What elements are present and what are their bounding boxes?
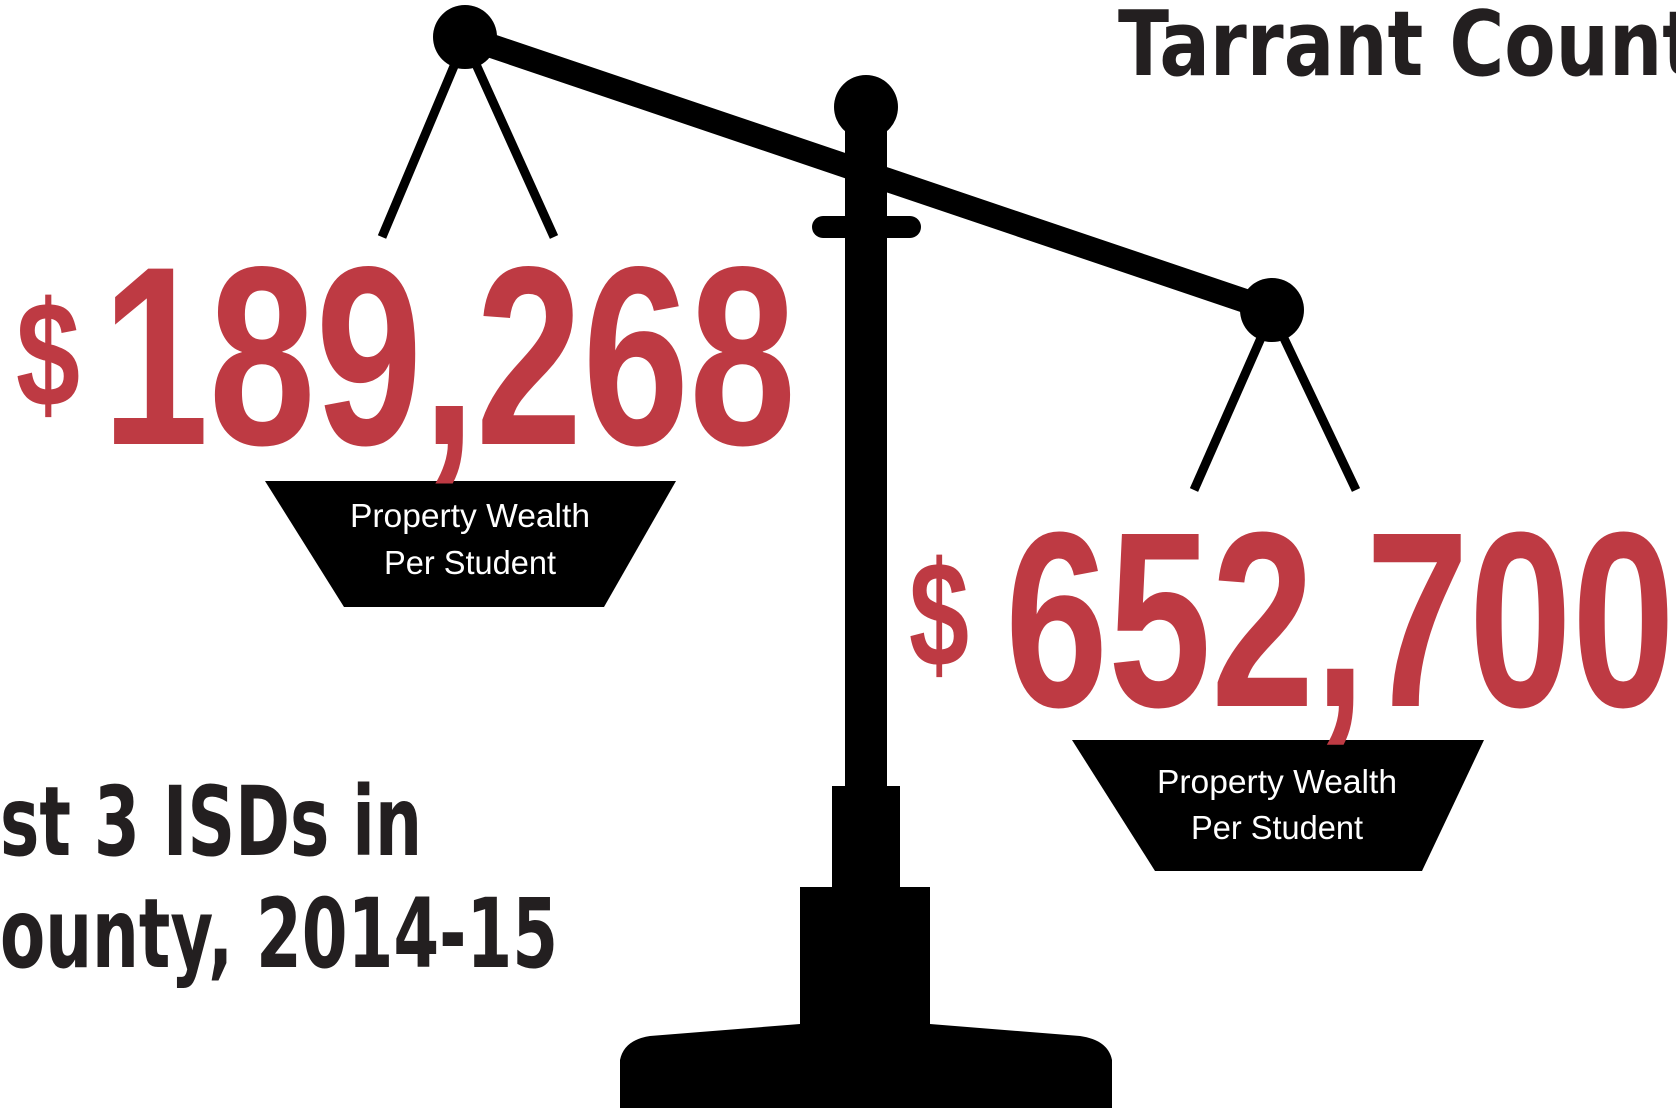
pan-label: Property Wealth <box>350 497 590 534</box>
pan-label: Per Student <box>1191 809 1363 846</box>
amount: 652,700 <box>1005 480 1675 759</box>
title: Tarrant Count <box>1118 0 1676 97</box>
crossbar <box>812 216 921 238</box>
currency: $ <box>16 270 80 438</box>
caption-line: st 3 ISDs in <box>0 766 422 878</box>
scale <box>265 5 1484 1108</box>
caption-line: ounty, 2014-15 <box>0 878 558 990</box>
right-joint <box>1240 278 1304 342</box>
left-pan <box>265 481 676 607</box>
pan-label: Property Wealth <box>1157 763 1397 800</box>
strings <box>377 38 1361 492</box>
pan-label: Per Student <box>384 544 556 581</box>
stand <box>620 120 1112 1108</box>
pivot <box>834 75 898 139</box>
amount: 189,268 <box>102 214 796 499</box>
currency: $ <box>909 530 969 698</box>
left-joint <box>433 5 497 69</box>
beam <box>461 25 1276 322</box>
right-pan <box>1072 740 1484 871</box>
